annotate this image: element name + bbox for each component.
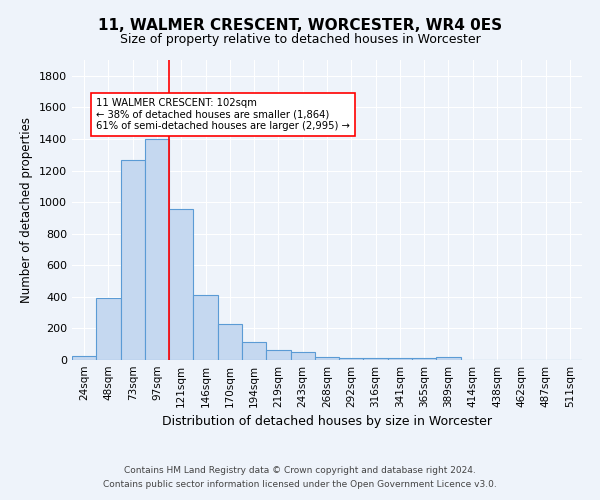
Text: Contains HM Land Registry data © Crown copyright and database right 2024.
Contai: Contains HM Land Registry data © Crown c… [103, 466, 497, 488]
Bar [169, 209, 193, 360]
Bar [315, 357, 339, 360]
Bar [364, 358, 388, 360]
Y-axis label: Number of detached properties: Number of detached properties [20, 117, 34, 303]
Text: 11, WALMER CRESCENT, WORCESTER, WR4 0ES: 11, WALMER CRESCENT, WORCESTER, WR4 0ES [98, 18, 502, 32]
Bar [121, 160, 145, 360]
Bar [339, 358, 364, 360]
Bar [72, 356, 96, 360]
Bar [388, 358, 412, 360]
Bar [266, 350, 290, 360]
Bar [96, 298, 121, 360]
Text: 11 WALMER CRESCENT: 102sqm
← 38% of detached houses are smaller (1,864)
61% of s: 11 WALMER CRESCENT: 102sqm ← 38% of deta… [96, 98, 350, 131]
Bar [436, 357, 461, 360]
Text: Size of property relative to detached houses in Worcester: Size of property relative to detached ho… [119, 32, 481, 46]
Bar [412, 358, 436, 360]
Bar [193, 296, 218, 360]
Bar [145, 139, 169, 360]
Bar [290, 352, 315, 360]
Bar [218, 324, 242, 360]
Bar [242, 342, 266, 360]
X-axis label: Distribution of detached houses by size in Worcester: Distribution of detached houses by size … [162, 416, 492, 428]
